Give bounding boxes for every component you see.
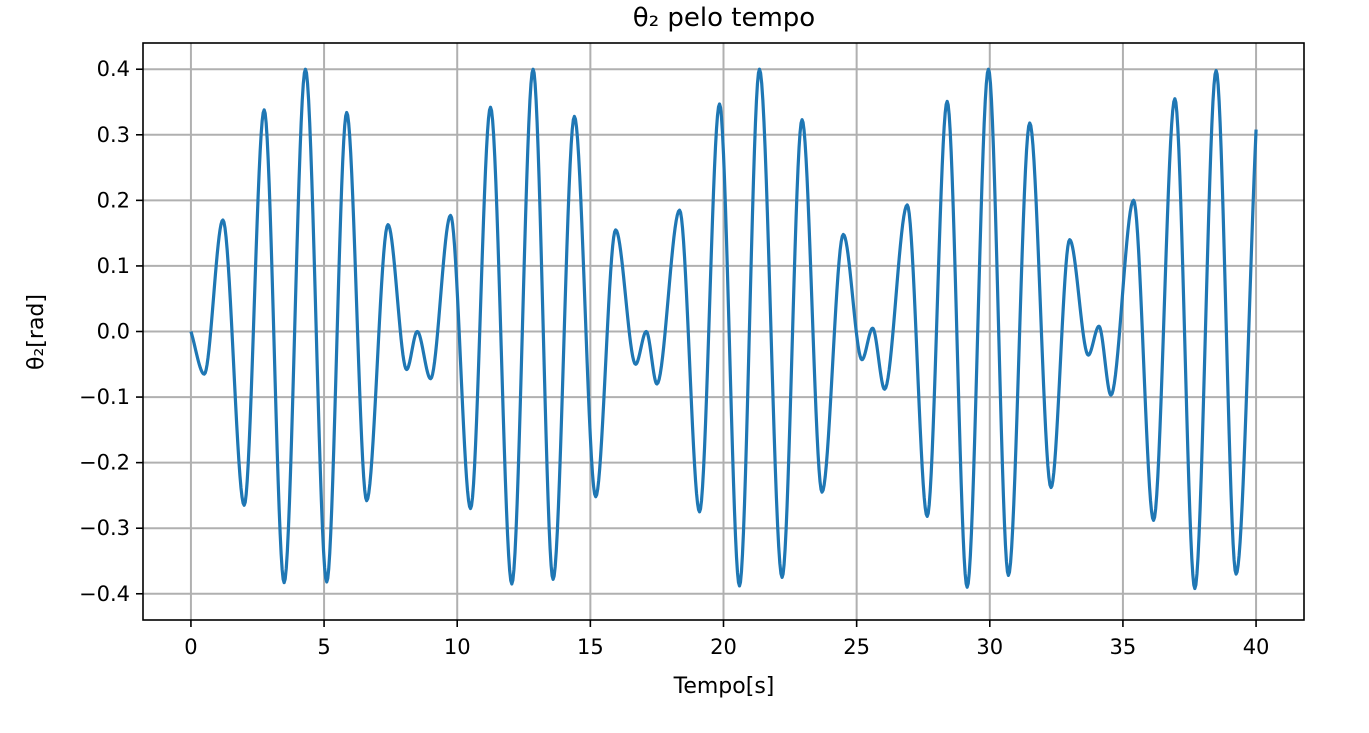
- grid-layer: [143, 43, 1304, 620]
- y-tick-label: −0.4: [79, 582, 130, 606]
- y-tick-label: 0.2: [97, 188, 130, 212]
- x-tick-label: 5: [317, 635, 330, 659]
- series-line: [189, 67, 1258, 591]
- x-axis-title: Tempo[s]: [673, 674, 775, 699]
- y-tick-label: −0.1: [79, 385, 130, 409]
- y-tick-label: −0.3: [79, 516, 130, 540]
- x-tick-label: 0: [184, 635, 197, 659]
- x-tick-label: 15: [577, 635, 604, 659]
- x-tick-label: 20: [710, 635, 737, 659]
- x-tick-label: 40: [1243, 635, 1270, 659]
- x-tick-label: 30: [976, 635, 1003, 659]
- x-tick-label: 25: [843, 635, 870, 659]
- chart-title: θ₂ pelo tempo: [633, 3, 815, 33]
- y-axis-title: θ₂[rad]: [24, 294, 49, 370]
- y-tick-label: 0.1: [97, 254, 130, 278]
- x-tick-label: 10: [444, 635, 471, 659]
- tick-layer: 0 5 10 15 20 25 30 35 40 0.4 0.3 0.2 0.1 0.0 −0.1 −0.2 −…: [79, 57, 1269, 659]
- y-tick-label: −0.2: [79, 451, 130, 475]
- series-layer: [189, 67, 1258, 591]
- y-tick-label: 0.4: [97, 57, 130, 81]
- y-tick-label: 0.3: [97, 123, 130, 147]
- y-tick-label: 0.0: [97, 320, 130, 344]
- x-tick-label: 35: [1110, 635, 1137, 659]
